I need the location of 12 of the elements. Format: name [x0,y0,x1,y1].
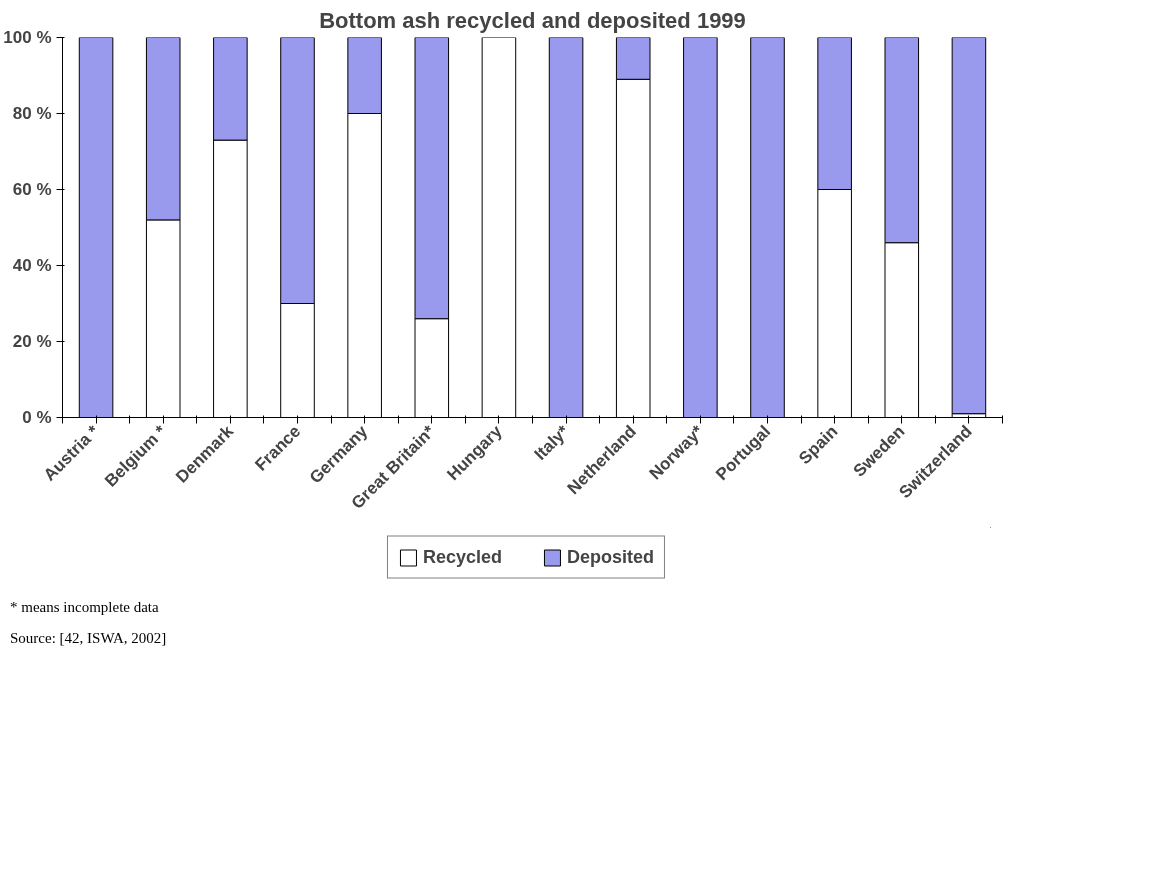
legend-label: Deposited [567,546,655,568]
legend-label: Recycled [422,546,503,568]
text: * means incomplete data [10,598,159,617]
bar [951,37,987,415]
y-tick-label: 20 % [12,332,52,351]
y-tick-label: 40 % [12,256,52,275]
chart-title: Bottom ash recycled and deposited 1999 [319,7,746,33]
y-tick-label: 80 % [12,104,52,123]
source-note: Source: [42, ISWA, 2002] [10,629,167,649]
y-tick-label: 100 % [3,28,52,47]
y-tick-label: 60 % [12,180,52,199]
y-tick-label: 0 % [22,408,52,427]
